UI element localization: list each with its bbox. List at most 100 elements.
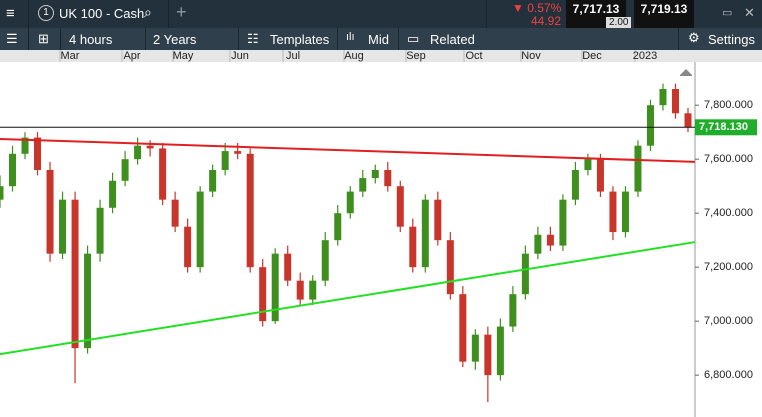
candle-body bbox=[184, 226, 192, 268]
candle bbox=[596, 153, 604, 197]
candle bbox=[296, 272, 304, 305]
candle-body bbox=[59, 199, 67, 254]
time-axis-band bbox=[0, 50, 762, 62]
candle bbox=[159, 142, 167, 206]
y-tick-label: 7,000.000 bbox=[704, 315, 753, 327]
related[interactable]: Related bbox=[430, 32, 475, 47]
candle-body bbox=[309, 280, 317, 300]
candle bbox=[396, 180, 404, 233]
candle-body bbox=[146, 145, 154, 149]
slot-icon: 1 bbox=[38, 5, 54, 21]
candle-body bbox=[346, 191, 354, 214]
candle-body bbox=[446, 240, 454, 295]
candle-body bbox=[34, 137, 42, 170]
interval[interactable]: 4 hours bbox=[69, 32, 113, 47]
candle bbox=[196, 186, 204, 273]
candle bbox=[521, 245, 529, 300]
instrument[interactable]: UK 100 - Cash bbox=[59, 6, 145, 21]
add-tab[interactable]: + bbox=[176, 2, 187, 22]
candle bbox=[496, 318, 504, 381]
trendline bbox=[0, 241, 696, 356]
chart: Mar Apr May Jun Jul Aug Sep Oct Nov Dec 2023 6,800.… bbox=[0, 50, 762, 417]
settings[interactable]: Settings bbox=[708, 32, 755, 47]
layout-icon[interactable]: ⊞ bbox=[38, 31, 49, 46]
candle bbox=[184, 218, 192, 273]
candle-body bbox=[109, 180, 117, 208]
x-tick-label: Dec bbox=[582, 50, 602, 62]
candle-body bbox=[646, 105, 654, 146]
sell-price[interactable]: 7,717.13 bbox=[566, 0, 626, 28]
x-tick-label: Jun bbox=[231, 50, 249, 62]
range[interactable]: 2 Years bbox=[153, 32, 197, 47]
candle-body bbox=[409, 226, 417, 268]
candle-body bbox=[371, 169, 379, 179]
candle bbox=[409, 218, 417, 273]
y-tick-label: 7,800.000 bbox=[704, 99, 753, 111]
candle-body bbox=[9, 153, 17, 187]
candle bbox=[221, 142, 229, 176]
candle bbox=[0, 175, 4, 208]
templates[interactable]: Templates bbox=[270, 32, 330, 47]
candle bbox=[59, 191, 67, 260]
x-tick-label: Nov bbox=[521, 50, 541, 62]
scroll-up-icon[interactable] bbox=[680, 69, 692, 76]
candle-body bbox=[484, 334, 492, 376]
candle-body bbox=[284, 253, 292, 281]
candle bbox=[21, 132, 29, 160]
candle bbox=[121, 151, 129, 187]
candle bbox=[259, 259, 267, 327]
candle-body bbox=[609, 191, 617, 233]
candle bbox=[96, 199, 104, 262]
candle-body bbox=[221, 151, 229, 170]
buy-price[interactable]: 7,719.13 bbox=[634, 0, 694, 28]
candle-body bbox=[84, 253, 92, 349]
x-tick-label: Oct bbox=[465, 50, 482, 62]
candle bbox=[509, 286, 517, 332]
candle bbox=[384, 161, 392, 192]
candle-body bbox=[134, 145, 142, 160]
candle bbox=[646, 99, 654, 152]
candle bbox=[471, 329, 479, 370]
candle bbox=[621, 186, 629, 238]
window-icon[interactable]: ▭ bbox=[722, 7, 733, 19]
candle bbox=[309, 275, 317, 305]
current-price-box bbox=[695, 119, 757, 136]
x-tick-label: Apr bbox=[123, 50, 140, 62]
x-tick-label: 2023 bbox=[633, 50, 657, 62]
candle bbox=[446, 232, 454, 300]
candle-body bbox=[0, 186, 4, 200]
candle-body bbox=[21, 137, 29, 154]
candle-body bbox=[621, 191, 629, 233]
candle-body bbox=[359, 178, 367, 192]
current-price-label: 7,718.130 bbox=[699, 121, 748, 133]
list-icon[interactable]: ☰ bbox=[6, 31, 18, 46]
candle bbox=[271, 248, 279, 324]
candle-body bbox=[546, 234, 554, 246]
candle-body bbox=[684, 113, 692, 128]
candle bbox=[609, 186, 617, 241]
candle-body bbox=[396, 186, 404, 227]
y-tick-label: 7,400.000 bbox=[704, 207, 753, 219]
toolbar: ☰ ⊞ 4 hours 2 Years ☷ Templates ılı Mid … bbox=[0, 28, 762, 50]
candle bbox=[34, 132, 42, 176]
x-tick-label: May bbox=[173, 50, 194, 62]
candle-body bbox=[321, 240, 329, 281]
change-pct-value: 0.57% bbox=[527, 1, 562, 15]
candle bbox=[146, 140, 154, 157]
menu-icon[interactable]: ≡ bbox=[6, 5, 15, 22]
search-icon[interactable]: ⌕ bbox=[144, 4, 152, 20]
candle-body bbox=[671, 88, 679, 114]
candle bbox=[659, 83, 667, 111]
settings-icon: ⚙ bbox=[688, 30, 700, 45]
candle-body bbox=[596, 159, 604, 192]
close-icon[interactable]: ✕ bbox=[744, 5, 755, 20]
related-icon: ▭ bbox=[407, 31, 420, 46]
candle-body bbox=[234, 151, 242, 154]
y-tick-label: 6,800.000 bbox=[704, 369, 753, 381]
candle-body bbox=[46, 169, 54, 254]
candle-body bbox=[296, 280, 304, 300]
candle-body bbox=[209, 169, 217, 192]
price-type[interactable]: Mid bbox=[368, 32, 389, 47]
candle bbox=[46, 161, 54, 262]
candle-body bbox=[584, 159, 592, 170]
